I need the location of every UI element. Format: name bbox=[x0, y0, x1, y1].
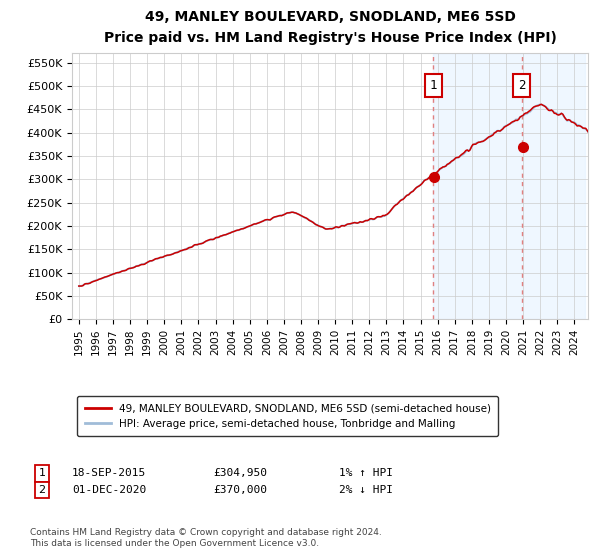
Text: 18-SEP-2015: 18-SEP-2015 bbox=[72, 468, 146, 478]
Text: £304,950: £304,950 bbox=[213, 468, 267, 478]
Text: 01-DEC-2020: 01-DEC-2020 bbox=[72, 485, 146, 495]
Bar bbox=[433, 53, 584, 319]
Text: 2: 2 bbox=[518, 80, 526, 92]
Legend: 49, MANLEY BOULEVARD, SNODLAND, ME6 5SD (semi-detached house), HPI: Average pric: 49, MANLEY BOULEVARD, SNODLAND, ME6 5SD … bbox=[77, 396, 498, 436]
Text: Contains HM Land Registry data © Crown copyright and database right 2024.
This d: Contains HM Land Registry data © Crown c… bbox=[30, 528, 382, 548]
Text: 1% ↑ HPI: 1% ↑ HPI bbox=[339, 468, 393, 478]
Title: 49, MANLEY BOULEVARD, SNODLAND, ME6 5SD
Price paid vs. HM Land Registry's House : 49, MANLEY BOULEVARD, SNODLAND, ME6 5SD … bbox=[104, 11, 556, 45]
Text: 1: 1 bbox=[430, 80, 437, 92]
Text: 2% ↓ HPI: 2% ↓ HPI bbox=[339, 485, 393, 495]
Text: 1: 1 bbox=[38, 468, 46, 478]
Text: 2: 2 bbox=[38, 485, 46, 495]
Text: £370,000: £370,000 bbox=[213, 485, 267, 495]
